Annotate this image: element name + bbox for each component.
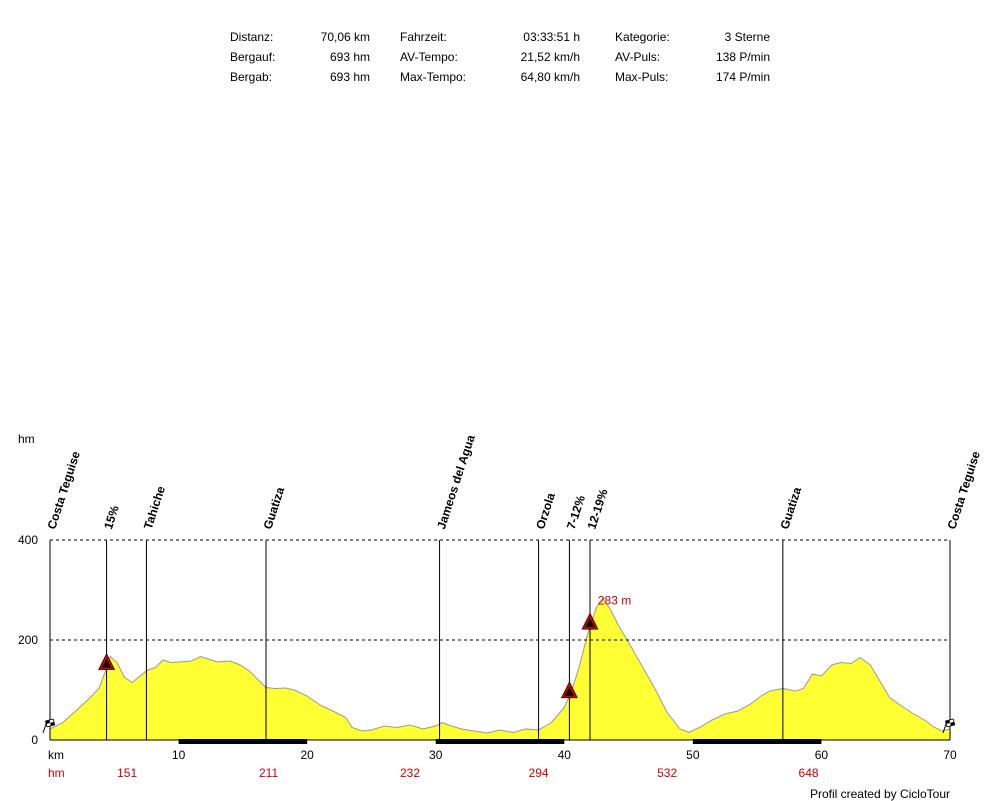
waypoint-label: Costa Teguise: [945, 449, 983, 531]
hm-row-label: hm: [48, 766, 65, 780]
stat-label: Max-Puls:: [615, 70, 669, 84]
stat-value: 693 hm: [329, 50, 370, 64]
checkered-flag-square: [950, 721, 955, 726]
stat-value: 174 P/min: [715, 70, 770, 84]
stat-label: Distanz:: [230, 30, 274, 44]
waypoint-label: 15%: [101, 503, 122, 530]
x-axis-segment: [178, 739, 308, 744]
ride-statistics: Distanz: 70,06 km Fahrzeit: 03:33:51 h Kateg…: [230, 30, 790, 90]
cumulative-hm-value: 151: [117, 766, 137, 780]
x-tick-label: 70: [943, 748, 957, 762]
x-axis-segment: [435, 739, 565, 744]
waypoint-label: Guatiza: [777, 485, 804, 531]
stat-value: 693 hm: [329, 70, 370, 84]
x-axis-label: km: [48, 748, 64, 762]
cumulative-hm-value: 648: [799, 766, 819, 780]
stat-value: 03:33:51 h: [523, 30, 580, 44]
waypoint-label: Guatiza: [261, 485, 288, 531]
stat-label: Bergauf:: [230, 50, 276, 64]
waypoint-label: Orzola: [533, 491, 558, 531]
elevation-line: [49, 597, 951, 734]
cumulative-hm-value: 211: [259, 766, 278, 780]
checkered-flag-square: [45, 720, 51, 724]
climb-warning-icon-inner: [585, 618, 595, 628]
y-tick-label: 200: [18, 633, 38, 647]
stat-value: 3 Sterne: [724, 30, 770, 44]
climb-warning-icon-inner: [564, 686, 574, 696]
x-axis-segment: [692, 739, 822, 744]
waypoint-label: Jameos del Agua: [434, 433, 478, 531]
x-tick-label: 40: [558, 748, 572, 762]
x-tick-label: 50: [686, 748, 700, 762]
elevation-area: [50, 598, 950, 740]
stat-label: AV-Puls:: [615, 50, 661, 64]
climb-warning-icon-inner: [102, 658, 112, 668]
y-axis-label: hm: [18, 432, 35, 446]
x-tick-label: 20: [300, 748, 314, 762]
credit-text: Profil created by CicloTour: [809, 787, 950, 801]
cumulative-hm-value: 232: [400, 766, 420, 780]
stat-label: AV-Tempo:: [400, 50, 458, 64]
checkered-flag-square: [945, 720, 951, 724]
y-tick-label: 400: [18, 533, 38, 547]
cumulative-hm-value: 532: [657, 766, 677, 780]
checkered-flag-square: [50, 721, 55, 726]
stat-label: Fahrzeit:: [400, 30, 447, 44]
max-altitude-label: 283 m: [598, 594, 631, 608]
x-tick-label: 30: [429, 748, 443, 762]
x-tick-label: 10: [172, 748, 186, 762]
stat-label: Kategorie:: [615, 30, 670, 44]
x-tick-label: 60: [815, 748, 829, 762]
stat-value: 138 P/min: [715, 50, 770, 64]
stat-label: Bergab:: [230, 70, 273, 84]
waypoint-label: Costa Teguise: [45, 449, 83, 531]
stat-value: 64,80 km/h: [520, 70, 580, 84]
y-tick-label: 0: [31, 733, 38, 747]
waypoint-label: Tahiche: [141, 484, 168, 531]
stat-value: 70,06 km: [320, 30, 370, 44]
stat-value: 21,52 km/h: [520, 50, 580, 64]
cumulative-hm-value: 294: [529, 766, 549, 780]
waypoint-label: 12-19%: [585, 487, 611, 531]
stat-label: Max-Tempo:: [400, 70, 467, 84]
